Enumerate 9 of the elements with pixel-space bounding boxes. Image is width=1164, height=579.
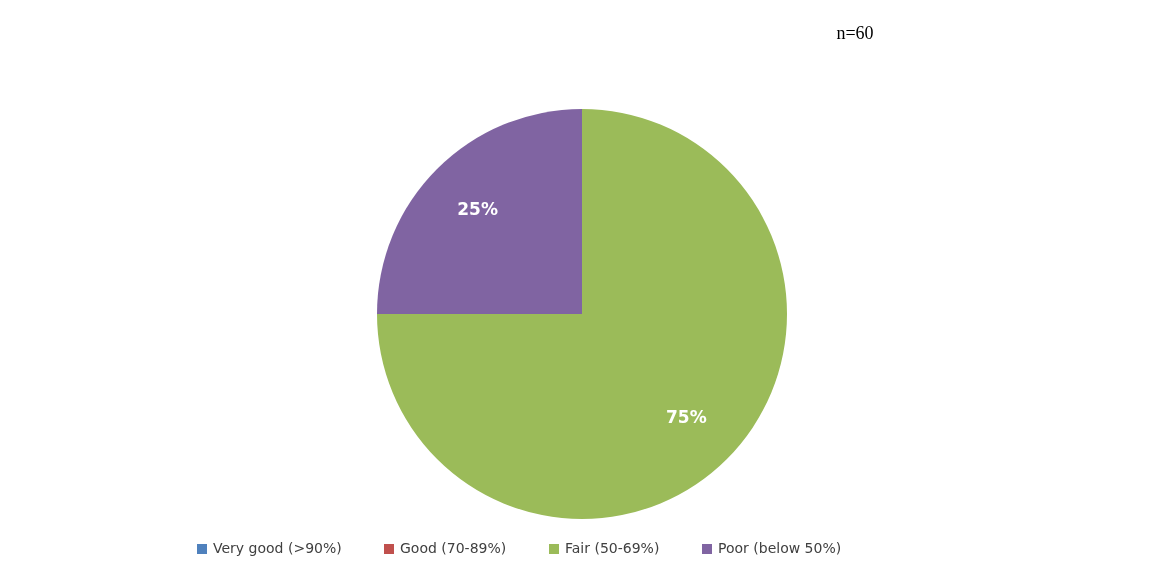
data-label: 25% [457,198,498,219]
pie-slice [377,109,582,314]
pie-slice [377,109,787,519]
legend-label: Good (70-89%) [400,540,507,556]
legend-label: Fair (50-69%) [565,540,660,556]
legend-label: Very good (>90%) [213,540,342,556]
text: n=60 [836,23,874,43]
data-label: 75% [666,407,707,428]
legend-label: Poor (below 50%) [718,540,842,556]
